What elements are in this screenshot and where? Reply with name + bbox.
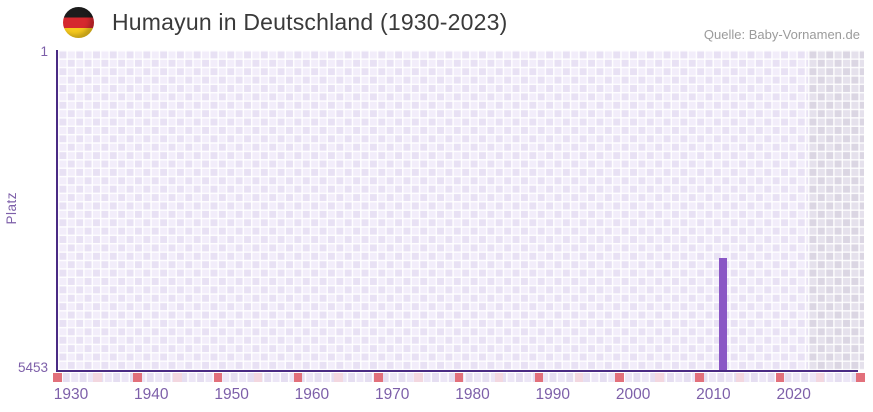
x-tick-1990: 1990 <box>535 386 571 403</box>
x-tick-2000: 2000 <box>615 386 651 403</box>
half-decade-marker-1985 <box>494 373 504 382</box>
half-decade-marker-1935 <box>93 373 102 382</box>
x-tick-1980: 1980 <box>455 386 490 403</box>
half-decade-marker-2025 <box>815 373 825 382</box>
decade-marker-2030 <box>856 373 865 382</box>
x-tick-2020: 2020 <box>776 386 811 403</box>
decade-marker-2000 <box>615 373 624 382</box>
half-decade-marker-1975 <box>414 373 423 382</box>
x-tick-1940: 1940 <box>134 386 169 403</box>
decade-marker-2010 <box>695 373 704 382</box>
germany-flag-icon <box>63 7 94 38</box>
half-decade-marker-1995 <box>574 373 584 382</box>
half-decade-marker-1965 <box>334 373 343 382</box>
x-tick-1930: 1930 <box>53 386 89 403</box>
half-decade-marker-1945 <box>173 373 182 382</box>
decade-marker-1940 <box>133 373 142 382</box>
decade-marker-1980 <box>454 373 463 382</box>
decade-marker-1990 <box>534 373 544 382</box>
y-axis-line <box>56 50 58 372</box>
x-axis-line <box>56 370 858 372</box>
chart-title: Humayun in Deutschland (1930-2023) <box>112 9 508 35</box>
x-axis-marker-strip <box>53 373 865 382</box>
decade-marker-1930 <box>53 373 62 382</box>
decade-marker-2020 <box>775 373 785 382</box>
half-decade-marker-2015 <box>735 373 745 382</box>
plot-area <box>58 50 864 370</box>
no-data-region <box>807 50 864 370</box>
x-tick-1950: 1950 <box>214 386 249 403</box>
half-decade-marker-1955 <box>253 373 263 382</box>
half-decade-marker-2005 <box>655 373 664 382</box>
decade-marker-1970 <box>374 373 383 382</box>
x-tick-2010: 2010 <box>696 386 731 403</box>
source-credit: Quelle: Baby-Vornamen.de <box>703 27 860 42</box>
x-tick-1970: 1970 <box>374 386 410 403</box>
y-tick-top: 1 <box>40 44 48 59</box>
decade-marker-1950 <box>213 373 223 382</box>
bar-2013[interactable] <box>719 257 728 370</box>
decade-marker-1960 <box>293 373 303 382</box>
x-tick-1960: 1960 <box>294 386 330 403</box>
y-tick-bottom: 5453 <box>17 360 48 375</box>
y-axis-label: Platz <box>4 192 19 225</box>
